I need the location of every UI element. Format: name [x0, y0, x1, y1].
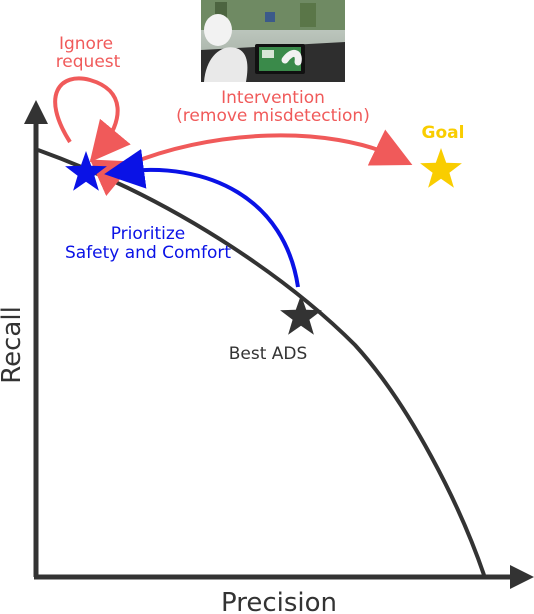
intervention-label-line2: (remove misdetection)	[176, 106, 370, 126]
best-ads-label: Best ADS	[229, 344, 308, 364]
ignore-label-line2: request	[56, 52, 121, 72]
y-axis-arrowhead	[24, 100, 48, 124]
goal-star	[420, 148, 462, 188]
precision-recall-curve	[37, 148, 486, 576]
driving-cockpit-photo-icon	[201, 0, 345, 82]
intervention-label-line1: Intervention	[221, 88, 325, 108]
x-axis-label: Precision	[221, 588, 337, 614]
prioritize-label-line1: Prioritize	[111, 224, 186, 244]
prioritize-arrow	[104, 149, 300, 288]
x-axis-arrowhead	[510, 565, 534, 589]
best-ads-star	[280, 295, 322, 335]
y-axis-label: Recall	[0, 306, 27, 384]
ignore-request-arrow	[53, 76, 131, 163]
ignore-label-line1: Ignore	[59, 34, 113, 54]
goal-label: Goal	[422, 123, 465, 143]
prioritize-label-line2: Safety and Comfort	[65, 243, 231, 263]
current-operating-point-star	[65, 151, 107, 191]
intervention-arrow	[89, 129, 413, 197]
